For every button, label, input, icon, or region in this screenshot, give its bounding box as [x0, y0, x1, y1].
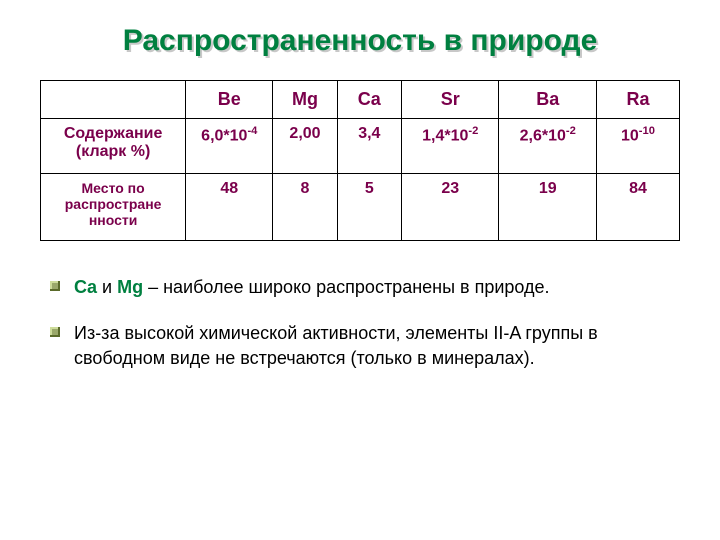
row-label-content: Содержание (кларк %) — [41, 119, 186, 174]
table-row-rank: Место по распростране нности 48 8 5 23 1… — [41, 174, 680, 241]
col-ca: Ca — [337, 81, 401, 119]
text-and: и — [97, 277, 117, 297]
col-ba: Ba — [499, 81, 597, 119]
bullet-1: Ca и Mg – наиболее широко распространены… — [48, 275, 672, 299]
col-sr: Sr — [401, 81, 499, 119]
cell-sr-rank: 23 — [401, 174, 499, 241]
row-label-rank: Место по распростране нности — [41, 174, 186, 241]
header-empty — [41, 81, 186, 119]
page-title: Распространенность в природе — [40, 24, 680, 58]
cell-ra-content: 10-10 — [596, 119, 679, 174]
col-be: Be — [186, 81, 273, 119]
col-ra: Ra — [596, 81, 679, 119]
element-ca: Ca — [74, 277, 97, 297]
cell-sr-content: 1,4*10-2 — [401, 119, 499, 174]
bullet-2: Из-за высокой химической активности, эле… — [48, 321, 672, 370]
table-header-row: Be Mg Ca Sr Ba Ra — [41, 81, 680, 119]
cell-be-content: 6,0*10-4 — [186, 119, 273, 174]
col-mg: Mg — [273, 81, 337, 119]
element-mg: Mg — [117, 277, 143, 297]
table-row-content: Содержание (кларк %) 6,0*10-4 2,00 3,4 1… — [41, 119, 680, 174]
cell-be-rank: 48 — [186, 174, 273, 241]
bullet-1-rest: – наиболее широко распространены в приро… — [143, 277, 549, 297]
bullet-list: Ca и Mg – наиболее широко распространены… — [40, 275, 680, 370]
cell-mg-content: 2,00 — [273, 119, 337, 174]
cell-ca-content: 3,4 — [337, 119, 401, 174]
cell-ca-rank: 5 — [337, 174, 401, 241]
cell-ra-rank: 84 — [596, 174, 679, 241]
cell-ba-rank: 19 — [499, 174, 597, 241]
cell-ba-content: 2,6*10-2 — [499, 119, 597, 174]
abundance-table: Be Mg Ca Sr Ba Ra Содержание (кларк %) 6… — [40, 80, 680, 241]
cell-mg-rank: 8 — [273, 174, 337, 241]
